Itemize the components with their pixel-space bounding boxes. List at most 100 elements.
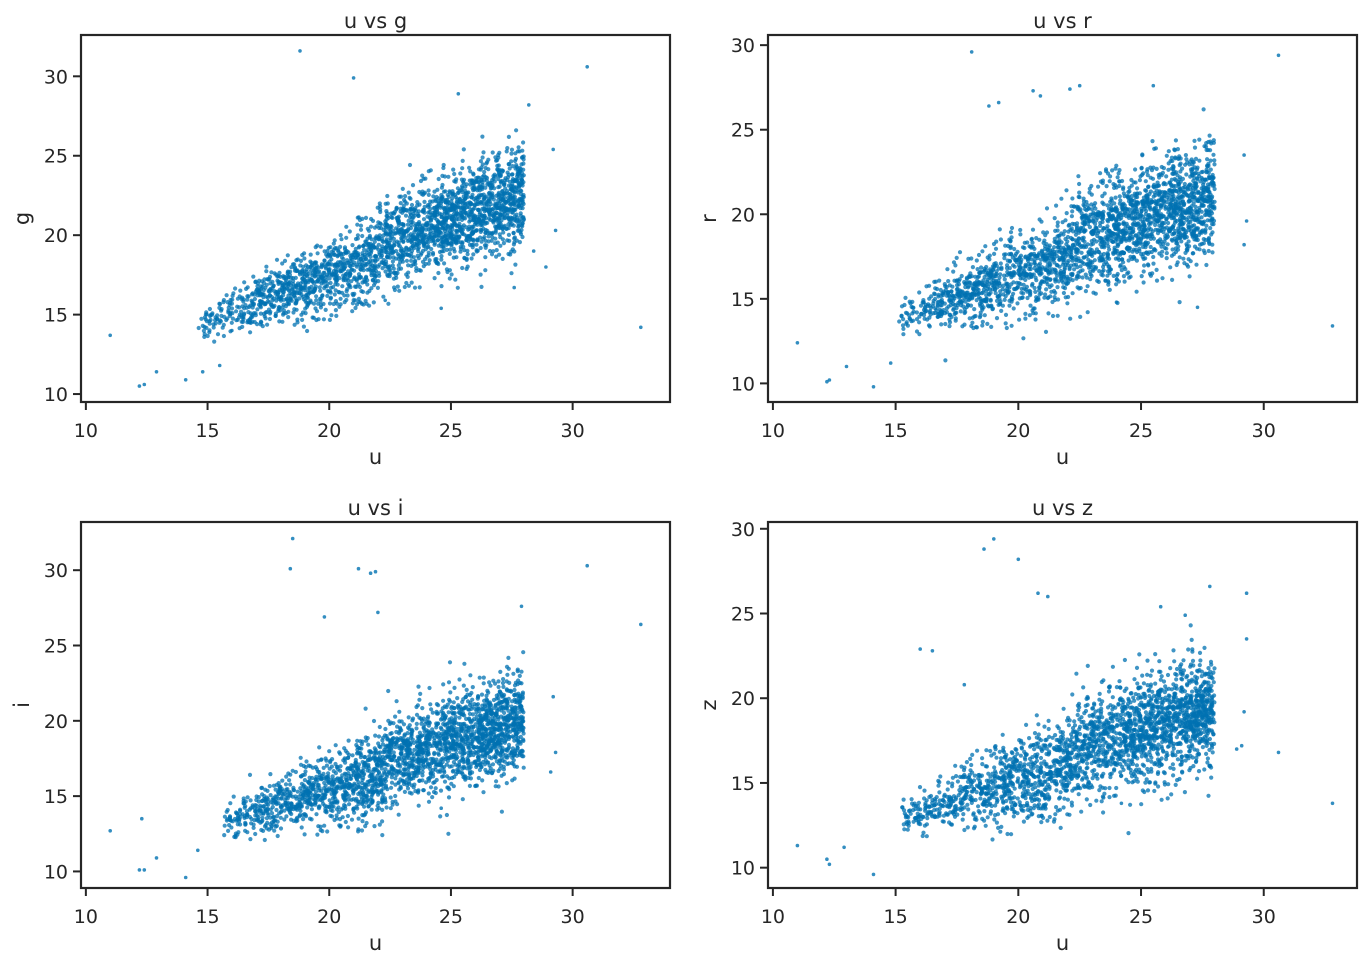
- point: [388, 247, 393, 252]
- point: [931, 311, 936, 316]
- point: [512, 240, 517, 245]
- point: [1046, 311, 1051, 316]
- point: [317, 745, 322, 750]
- point: [1183, 250, 1188, 255]
- point: [479, 284, 484, 289]
- point: [1168, 265, 1173, 270]
- point: [1184, 172, 1189, 177]
- point: [1023, 316, 1028, 321]
- point: [1133, 247, 1138, 252]
- point: [1085, 284, 1090, 289]
- point: [472, 202, 477, 207]
- point: [426, 192, 431, 197]
- point: [937, 314, 942, 319]
- point: [1038, 281, 1043, 286]
- point: [977, 270, 982, 275]
- point: [302, 251, 307, 256]
- point: [1020, 245, 1026, 250]
- point: [290, 262, 296, 267]
- point: [1004, 266, 1010, 271]
- point: [978, 310, 983, 315]
- point: [339, 264, 344, 269]
- point: [998, 237, 1004, 242]
- point: [501, 197, 506, 202]
- point: [307, 286, 312, 291]
- point: [1078, 269, 1083, 274]
- point: [464, 266, 469, 271]
- outlier-point: [585, 65, 589, 69]
- point: [1013, 287, 1018, 292]
- x-tick-label: 20: [317, 420, 341, 442]
- point: [925, 317, 930, 322]
- point: [422, 204, 427, 209]
- point: [467, 213, 472, 218]
- point: [1086, 206, 1091, 211]
- point: [1201, 107, 1206, 112]
- point: [377, 273, 382, 278]
- point: [980, 323, 985, 328]
- point: [426, 261, 431, 266]
- point: [330, 285, 336, 290]
- point: [418, 239, 423, 244]
- point: [449, 223, 454, 228]
- point: [322, 249, 327, 254]
- point: [1084, 254, 1089, 259]
- point: [482, 203, 487, 208]
- point: [455, 214, 461, 219]
- outlier-point: [527, 103, 531, 107]
- point: [932, 279, 937, 284]
- point: [942, 282, 947, 287]
- point: [1058, 269, 1063, 274]
- point: [356, 253, 361, 258]
- point: [1166, 161, 1171, 166]
- point: [392, 270, 397, 275]
- point: [1059, 231, 1064, 236]
- point: [520, 221, 525, 226]
- point: [505, 191, 510, 196]
- point: [1030, 308, 1035, 313]
- point: [462, 248, 467, 253]
- point: [1143, 188, 1148, 193]
- point: [480, 134, 485, 139]
- point: [211, 322, 216, 327]
- point: [1118, 263, 1123, 268]
- point: [1192, 223, 1197, 228]
- point: [397, 288, 402, 293]
- point: [436, 270, 441, 276]
- point: [277, 270, 282, 275]
- point: [457, 225, 462, 230]
- point: [1172, 220, 1178, 225]
- point: [317, 285, 322, 290]
- point: [202, 332, 207, 337]
- point: [355, 215, 360, 220]
- point: [409, 220, 414, 225]
- point: [347, 229, 352, 234]
- point: [1210, 194, 1215, 199]
- point: [215, 332, 221, 337]
- point: [1212, 186, 1217, 192]
- point: [970, 320, 975, 325]
- y-tick-label: 25: [44, 146, 68, 168]
- point: [396, 240, 401, 245]
- point: [368, 250, 373, 256]
- point: [435, 238, 440, 243]
- point: [1037, 292, 1042, 297]
- point: [1139, 236, 1144, 241]
- point: [373, 274, 378, 279]
- point: [1022, 268, 1027, 274]
- point: [1178, 206, 1183, 211]
- point: [353, 298, 358, 303]
- point: [404, 201, 409, 206]
- chart-title: u vs r: [1033, 9, 1092, 33]
- point: [450, 196, 455, 201]
- point: [1133, 167, 1138, 172]
- point: [1157, 251, 1162, 256]
- point: [483, 165, 488, 171]
- point: [922, 310, 927, 315]
- point: [506, 172, 511, 177]
- point: [490, 150, 495, 155]
- point: [385, 241, 390, 246]
